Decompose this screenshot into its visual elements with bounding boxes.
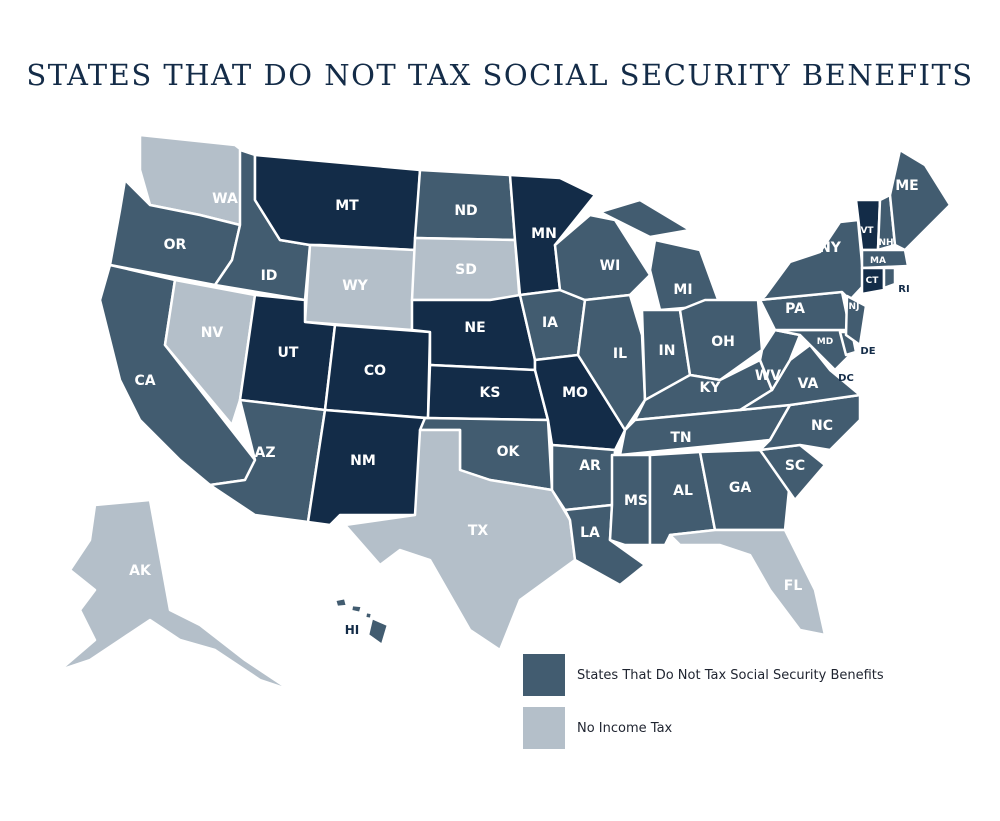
label-WY: WY (342, 278, 368, 294)
label-AZ: AZ (255, 445, 276, 461)
label-IN: IN (659, 343, 676, 359)
label-RI: RI (898, 284, 909, 295)
state-MA (860, 248, 910, 270)
map-title: STATES THAT DO NOT TAX SOCIAL SECURITY B… (26, 58, 974, 92)
state-NJ (844, 294, 868, 347)
label-OR: OR (164, 237, 187, 253)
label-CT: CT (866, 276, 880, 286)
label-WV: WV (755, 368, 781, 384)
state-RI (882, 266, 897, 290)
label-NJ: NJ (849, 302, 860, 312)
label-KS: KS (480, 385, 501, 401)
label-MS: MS (624, 493, 648, 509)
label-UT: UT (278, 345, 299, 361)
state-MI (598, 198, 692, 239)
legend-item-no-income-tax: No Income Tax (523, 707, 672, 749)
label-MI: MI (673, 282, 692, 298)
label-GA: GA (729, 480, 751, 496)
label-DC: DC (838, 373, 854, 384)
label-TN: TN (670, 430, 691, 446)
label-CO: CO (364, 363, 386, 379)
label-MD: MD (817, 337, 833, 347)
label-SD: SD (455, 262, 477, 278)
state-HI (366, 616, 390, 647)
label-ME: ME (895, 178, 919, 194)
state-FL (668, 528, 827, 637)
label-KY: KY (700, 380, 722, 396)
label-NH: NH (878, 238, 893, 248)
state-HI (333, 596, 349, 609)
label-MA: MA (870, 256, 886, 266)
legend-item-no-ss-tax: States That Do Not Tax Social Security B… (523, 654, 884, 696)
state-NV (163, 278, 257, 427)
label-AK: AK (129, 563, 152, 579)
label-WI: WI (600, 258, 621, 274)
label-ID: ID (261, 268, 278, 284)
label-HI: HI (345, 623, 360, 637)
label-PA: PA (785, 301, 805, 317)
state-WI (553, 213, 652, 302)
label-OH: OH (711, 334, 735, 350)
label-NM: NM (350, 453, 376, 469)
label-MO: MO (562, 385, 588, 401)
label-CA: CA (134, 373, 155, 389)
label-NE: NE (464, 320, 485, 336)
legend-swatch (523, 707, 565, 749)
label-SC: SC (785, 458, 805, 474)
legend-label: States That Do Not Tax Social Security B… (577, 667, 884, 683)
label-AR: AR (579, 458, 601, 474)
label-ND: ND (454, 203, 477, 219)
state-NY (758, 218, 866, 302)
label-NY: NY (819, 240, 842, 256)
label-MN: MN (531, 226, 557, 242)
state-CT (860, 266, 886, 296)
label-OK: OK (497, 444, 521, 460)
state-HI (349, 603, 364, 615)
legend-label: No Income Tax (577, 720, 673, 736)
label-VT: VT (860, 226, 874, 236)
label-VA: VA (798, 376, 819, 392)
state-IL (576, 293, 647, 432)
label-LA: LA (580, 525, 600, 541)
legend-swatch (523, 654, 565, 696)
label-IL: IL (613, 346, 627, 362)
label-FL: FL (784, 578, 803, 594)
label-WA: WA (212, 191, 238, 207)
state-GA (698, 448, 792, 532)
state-ME (888, 148, 952, 252)
label-AL: AL (673, 483, 693, 499)
label-NV: NV (201, 325, 224, 341)
state-labels: WA OR CA NV ID MT WY UT CO AZ NM ND SD N… (129, 178, 919, 637)
state-TX (343, 428, 577, 652)
label-MT: MT (335, 198, 359, 214)
label-DE: DE (860, 346, 875, 357)
label-TX: TX (468, 523, 489, 539)
label-IA: IA (542, 315, 558, 331)
label-NC: NC (811, 418, 833, 434)
state-AR (550, 443, 617, 512)
state-AK (58, 498, 292, 692)
